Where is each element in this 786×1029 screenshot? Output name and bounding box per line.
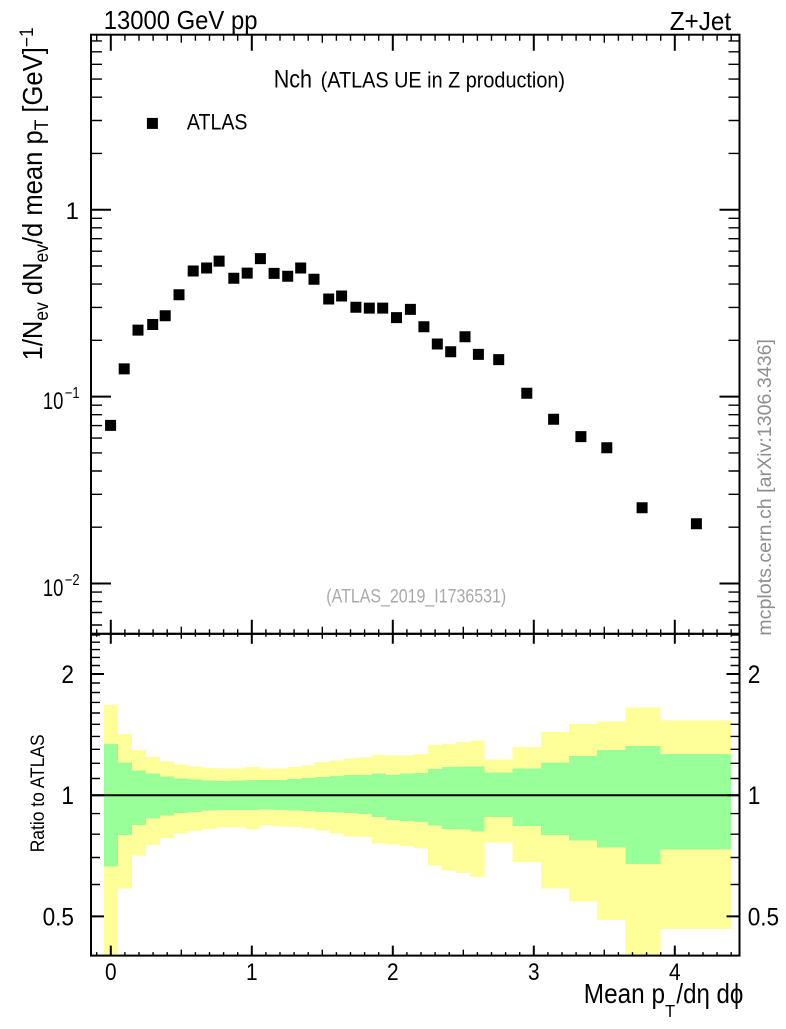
svg-text:0.5: 0.5 xyxy=(43,903,74,931)
svg-text:/dη dϕ: /dη dϕ xyxy=(676,978,743,1009)
svg-text:10: 10 xyxy=(43,575,64,602)
svg-text:(ATLAS_2019_I1736531): (ATLAS_2019_I1736531) xyxy=(326,586,506,607)
svg-text:2: 2 xyxy=(61,661,74,689)
svg-text:Ratio to ATLAS: Ratio to ATLAS xyxy=(28,734,49,852)
svg-text:−2: −2 xyxy=(65,572,80,589)
svg-text:ATLAS: ATLAS xyxy=(187,109,248,134)
svg-text:T: T xyxy=(665,1001,675,1021)
svg-text:13000 GeV pp: 13000 GeV pp xyxy=(104,5,258,35)
svg-text:Nch: Nch xyxy=(274,65,312,93)
svg-text:Mean p: Mean p xyxy=(584,978,665,1009)
svg-text:Z+Jet: Z+Jet xyxy=(670,6,732,36)
svg-text:1: 1 xyxy=(61,782,74,810)
svg-text:2: 2 xyxy=(387,959,399,986)
svg-text:(ATLAS UE in Z production): (ATLAS UE in Z production) xyxy=(321,67,565,92)
svg-text:−1: −1 xyxy=(65,385,80,402)
svg-text:4: 4 xyxy=(669,959,681,986)
svg-text:1: 1 xyxy=(66,198,79,225)
svg-text:mcplots.cern.ch [arXiv:1306.34: mcplots.cern.ch [arXiv:1306.3436] xyxy=(754,339,776,636)
svg-text:3: 3 xyxy=(528,959,540,986)
svg-text:0.5: 0.5 xyxy=(748,903,779,931)
svg-text:1/Nev dNev/d mean pT [GeV]−1: 1/Nev dNev/d mean pT [GeV]−1 xyxy=(16,27,52,360)
svg-text:1: 1 xyxy=(748,782,761,810)
svg-text:10: 10 xyxy=(43,388,64,415)
svg-text:0: 0 xyxy=(105,959,117,986)
svg-text:1: 1 xyxy=(246,959,258,986)
svg-text:2: 2 xyxy=(748,661,761,689)
